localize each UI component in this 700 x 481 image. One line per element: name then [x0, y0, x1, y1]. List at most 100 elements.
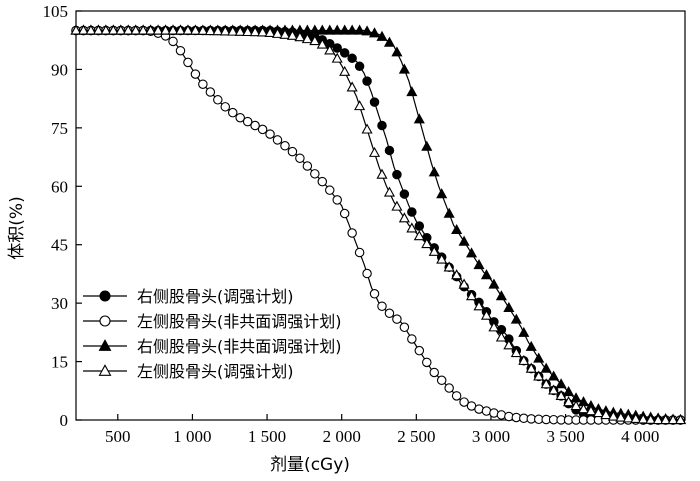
data-point — [107, 24, 119, 35]
data-point — [100, 24, 112, 35]
data-point — [451, 223, 463, 235]
data-point — [466, 290, 478, 301]
data-point — [265, 129, 275, 139]
data-point — [384, 308, 395, 319]
data-point — [354, 24, 366, 35]
data-point — [152, 24, 164, 35]
data-point — [459, 397, 469, 407]
data-point — [667, 414, 679, 425]
data-point — [398, 63, 410, 74]
data-point — [294, 31, 306, 42]
data-point — [607, 410, 619, 421]
data-point — [630, 412, 642, 424]
x-tick-label: 3 500 — [546, 427, 584, 446]
data-point — [443, 207, 455, 218]
data-point — [368, 27, 381, 38]
data-point — [600, 409, 612, 420]
data-point — [495, 331, 507, 342]
data-point — [295, 153, 305, 163]
data-point — [533, 370, 545, 381]
data-point — [548, 370, 560, 381]
data-point — [324, 185, 335, 195]
data-point — [413, 230, 425, 241]
data-point — [219, 25, 231, 36]
data-point — [324, 44, 336, 55]
data-point — [316, 38, 328, 49]
data-point — [286, 29, 298, 40]
data-point — [407, 334, 417, 344]
data-point — [377, 120, 387, 131]
legend: 右侧股骨头(调强计划) 左侧股骨头(非共面调强计划) 右侧股骨头(非共面调强计划) 左… — [83, 287, 342, 381]
data-point — [346, 24, 358, 35]
data-point — [368, 146, 381, 157]
data-point — [444, 383, 454, 393]
data-point — [503, 301, 515, 312]
y-tick-label: 75 — [51, 119, 68, 138]
data-point — [332, 43, 342, 53]
legend-label: 左侧股骨头(非共面调强计划) — [137, 312, 342, 331]
data-point — [242, 116, 253, 127]
data-point — [399, 322, 410, 333]
data-point — [383, 36, 396, 47]
data-point — [525, 362, 537, 373]
data-point — [540, 362, 552, 373]
data-point — [428, 166, 440, 177]
data-point — [384, 145, 395, 156]
data-point — [272, 135, 283, 145]
data-point — [518, 354, 530, 365]
data-point — [257, 26, 269, 37]
data-point — [122, 24, 134, 35]
data-point — [652, 414, 664, 425]
data-point — [421, 238, 433, 249]
x-tick-label: 500 — [105, 427, 131, 446]
y-tick-label: 45 — [51, 236, 68, 255]
data-point — [167, 24, 179, 35]
data-point — [674, 414, 687, 425]
data-point — [235, 112, 245, 123]
data-point — [392, 169, 402, 180]
legend-item: 右侧股骨头(非共面调强计划) — [83, 337, 342, 356]
data-point — [324, 24, 336, 35]
data-point — [577, 403, 590, 414]
data-point — [451, 269, 463, 280]
data-point — [339, 48, 350, 58]
data-point — [533, 352, 545, 363]
data-point — [548, 384, 560, 395]
legend-marker — [98, 339, 112, 351]
x-tick-label: 2 500 — [397, 427, 435, 446]
data-point — [473, 300, 485, 311]
data-point — [563, 396, 575, 407]
x-tick-label: 1 500 — [248, 427, 286, 446]
data-point — [115, 24, 127, 35]
data-point — [198, 79, 208, 89]
data-point — [302, 161, 313, 171]
data-point — [145, 24, 157, 35]
data-point — [339, 208, 350, 219]
data-point — [331, 24, 343, 35]
data-point — [346, 81, 358, 92]
y-axis-title: 体积(%) — [7, 196, 27, 259]
data-point — [362, 268, 372, 279]
data-point — [443, 261, 455, 272]
data-point — [407, 207, 417, 217]
data-point — [189, 24, 201, 35]
data-point — [436, 375, 447, 386]
data-point — [190, 69, 201, 79]
data-point — [399, 189, 410, 199]
data-point — [413, 113, 425, 124]
data-point — [406, 222, 418, 233]
data-point — [392, 314, 402, 324]
data-point — [250, 120, 260, 131]
data-point — [77, 24, 90, 35]
axes: 500 1 000 1 500 2 000 2 500 3 000 3 500 4 000 0 1… — [43, 2, 686, 446]
legend-item: 左侧股骨头(调强计划) — [83, 362, 294, 381]
data-point — [645, 413, 657, 424]
data-point — [406, 86, 418, 97]
data-point — [458, 235, 470, 246]
data-point — [458, 278, 470, 289]
data-point — [421, 140, 433, 151]
data-point — [339, 65, 351, 76]
data-point — [85, 24, 97, 35]
data-point — [563, 386, 575, 397]
